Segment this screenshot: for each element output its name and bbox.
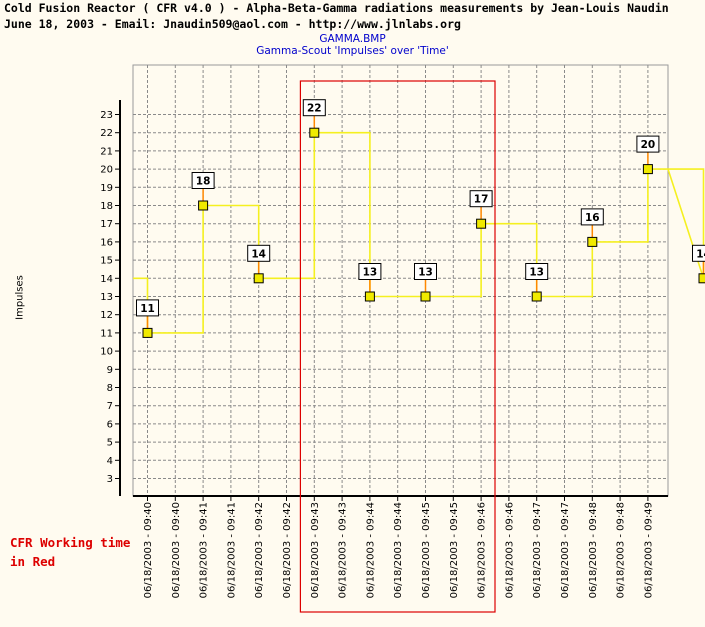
data-label-box	[525, 263, 549, 280]
data-label-box	[636, 135, 660, 153]
data-point	[587, 236, 598, 247]
data-label: 17	[474, 194, 489, 206]
data-point	[476, 218, 487, 229]
x-tick-label: 06/18/2003 - 09:44	[393, 502, 404, 598]
y-tick-label: 11	[100, 328, 113, 339]
data-label-box	[358, 263, 382, 280]
data-label: 14	[251, 248, 266, 260]
x-tick-label: 06/18/2003 - 09:45	[421, 502, 432, 598]
x-tick-label: 06/18/2003 - 09:48	[616, 502, 627, 598]
data-label-box	[692, 244, 705, 262]
y-tick-label: 15	[100, 256, 113, 267]
data-point	[364, 291, 375, 302]
y-tick-label: 19	[100, 183, 113, 194]
plot-frame	[132, 64, 669, 497]
y-tick-label: 16	[100, 237, 113, 248]
y-tick-label: 3	[107, 474, 113, 485]
x-tick-label: 06/18/2003 - 09:41	[199, 502, 210, 598]
y-tick-label: 9	[107, 365, 113, 376]
data-label: 20	[641, 139, 656, 151]
data-point	[531, 291, 542, 302]
y-tick-label: 6	[107, 419, 113, 430]
x-tick-label: 06/18/2003 - 09:42	[282, 502, 293, 598]
data-label: 22	[307, 103, 322, 115]
y-tick-label: 4	[107, 456, 113, 467]
data-label: 13	[363, 267, 378, 279]
y-tick-label: 7	[107, 401, 113, 412]
cfr-working-highlight	[299, 80, 496, 613]
note-line-2: in Red	[10, 554, 56, 569]
data-label: 18	[196, 176, 211, 188]
x-tick-label: 06/18/2003 - 09:41	[226, 502, 237, 598]
data-point	[642, 164, 653, 175]
header-line-2: June 18, 2003 - Email: Jnaudin509@aol.co…	[4, 17, 461, 31]
y-tick-label: 12	[100, 310, 113, 321]
data-label: 11	[140, 303, 155, 315]
x-tick-label: 06/18/2003 - 09:42	[254, 502, 265, 598]
x-tick-label: 06/18/2003 - 09:43	[338, 502, 349, 598]
x-tick-label: 06/18/2003 - 09:46	[477, 502, 488, 598]
data-label: 16	[585, 212, 600, 224]
header-line-1: Cold Fusion Reactor ( CFR v4.0 ) - Alpha…	[4, 1, 669, 15]
x-tick-label: 06/18/2003 - 09:44	[365, 502, 376, 598]
x-tick-label: 06/18/2003 - 09:40	[171, 502, 182, 598]
data-point	[142, 327, 153, 338]
data-label-box	[302, 99, 326, 117]
data-label-box	[136, 299, 159, 317]
x-tick-label: 06/18/2003 - 09:40	[143, 502, 154, 598]
data-label-box	[414, 263, 437, 280]
x-tick-label: 06/18/2003 - 09:49	[643, 502, 654, 598]
note-line-1: CFR Working time	[10, 535, 131, 550]
x-tick-label: 06/18/2003 - 09:47	[560, 502, 571, 598]
y-tick-label: 22	[100, 128, 113, 139]
y-tick-label: 5	[107, 438, 113, 449]
y-tick-label: 18	[100, 201, 113, 212]
data-point	[309, 127, 320, 138]
x-tick-label: 06/18/2003 - 09:47	[532, 502, 543, 598]
y-tick-label: 8	[107, 383, 113, 394]
data-label-box	[469, 190, 493, 208]
data-label-box	[580, 208, 604, 226]
y-tick-label: 17	[100, 219, 113, 230]
data-label: 13	[529, 267, 544, 279]
data-point	[198, 200, 209, 211]
y-tick-label: 14	[100, 274, 113, 285]
data-label-box	[247, 244, 271, 262]
series-step-line	[133, 131, 705, 334]
x-tick-label: 06/18/2003 - 09:46	[504, 502, 515, 598]
cfr-working-time-note: CFR Working time in Red	[10, 533, 130, 571]
x-tick-label: 06/18/2003 - 09:45	[449, 502, 460, 598]
chart-subtitle: Gamma-Scout 'Impulses' over 'Time'	[256, 45, 449, 57]
data-point	[698, 273, 705, 284]
y-tick-label: 13	[100, 292, 113, 303]
y-tick-label: 10	[100, 347, 113, 358]
x-tick-label: 06/18/2003 - 09:43	[310, 502, 321, 598]
chart-title: GAMMA.BMP	[319, 33, 386, 45]
data-point	[253, 273, 264, 284]
y-tick-label: 20	[100, 165, 113, 176]
data-label: 13	[418, 267, 433, 279]
data-label: 14	[696, 248, 705, 260]
y-tick-label: 21	[100, 146, 113, 157]
data-point	[420, 291, 431, 302]
y-tick-label: 23	[100, 110, 113, 121]
x-tick-label: 06/18/2003 - 09:48	[588, 502, 599, 598]
data-label-box	[191, 172, 215, 189]
